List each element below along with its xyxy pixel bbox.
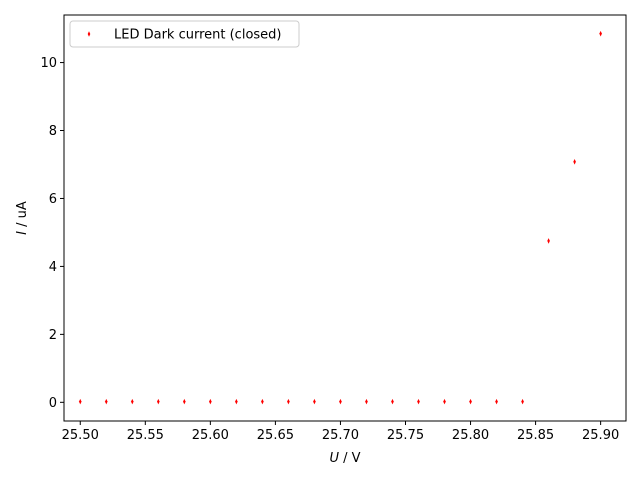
data-point xyxy=(183,398,186,405)
x-tick-label: 25.90 xyxy=(582,428,619,443)
x-tick-label: 25.70 xyxy=(322,428,359,443)
data-point xyxy=(417,398,420,405)
x-tick-label: 25.55 xyxy=(127,428,164,443)
legend-box xyxy=(69,20,300,48)
y-tick-label: 2 xyxy=(49,328,57,343)
data-point xyxy=(78,398,82,405)
legend: LED Dark current (closed) xyxy=(69,20,300,48)
data-point xyxy=(209,398,212,405)
data-point xyxy=(339,398,342,405)
x-tick-label: 25.75 xyxy=(387,428,424,443)
data-point xyxy=(573,158,576,165)
y-tick-label: 0 xyxy=(49,396,57,411)
data-point xyxy=(495,398,498,405)
x-tick-label: 25.65 xyxy=(257,428,294,443)
y-tick-label: 6 xyxy=(49,192,57,207)
x-axis-ticks: 25.50 25.55 25.60 25.65 25.70 25.75 25.80 25.85… xyxy=(62,421,619,443)
data-points xyxy=(78,30,602,405)
y-axis-ticks: 0 2 4 6 8 10 xyxy=(40,56,64,411)
data-point xyxy=(469,398,472,405)
data-point xyxy=(287,398,290,405)
x-axis-label: U / V xyxy=(329,451,360,466)
legend-marker xyxy=(87,31,91,37)
y-tick-label: 8 xyxy=(49,124,57,139)
y-tick-label: 4 xyxy=(49,260,57,275)
data-point xyxy=(313,398,316,405)
x-tick-label: 25.85 xyxy=(517,428,554,443)
plot-frame xyxy=(63,14,627,422)
legend-entry-label: LED Dark current (closed) xyxy=(114,28,282,43)
data-point xyxy=(365,398,368,405)
x-tick-label: 25.60 xyxy=(192,428,229,443)
y-axis-label: I / uA xyxy=(15,201,30,235)
plot-area xyxy=(64,15,626,421)
data-point xyxy=(443,398,446,405)
data-point xyxy=(547,238,550,244)
data-point xyxy=(104,398,108,405)
x-tick-label: 25.50 xyxy=(62,428,99,443)
data-point xyxy=(261,398,264,405)
x-tick-label: 25.80 xyxy=(452,428,489,443)
data-point xyxy=(391,398,394,405)
y-tick-label: 10 xyxy=(40,56,57,71)
data-point xyxy=(599,30,602,37)
data-point xyxy=(157,398,160,405)
data-point xyxy=(130,398,134,405)
data-point xyxy=(521,398,524,405)
data-point xyxy=(235,398,238,405)
